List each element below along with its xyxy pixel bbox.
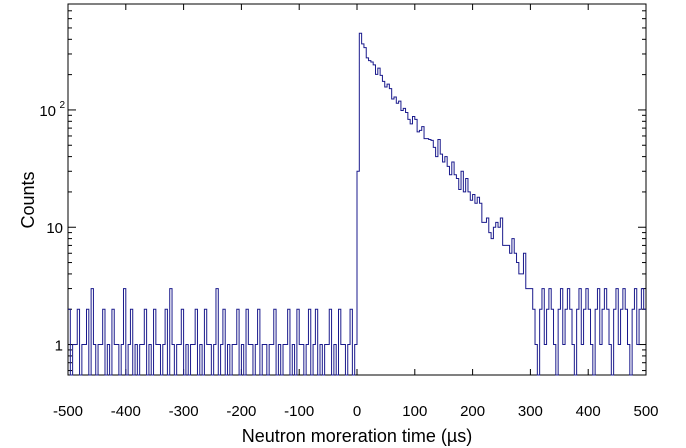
- y-axis-title: Counts: [18, 171, 38, 228]
- y-tick-label: 1: [55, 338, 63, 355]
- x-tick-label: 400: [576, 403, 601, 420]
- x-tick-label: -200: [226, 403, 256, 420]
- x-tick-label: 100: [402, 403, 427, 420]
- x-axis-title: Neutron moreration time (µs): [242, 426, 472, 446]
- x-tick-label: -300: [169, 403, 199, 420]
- x-tick-label: 500: [633, 403, 658, 420]
- y-tick-label: 10: [39, 103, 56, 120]
- y-tick-label: 10: [46, 220, 63, 237]
- x-tick-label: -400: [111, 403, 141, 420]
- x-tick-label: -500: [53, 403, 83, 420]
- x-tick-label: 0: [353, 403, 361, 420]
- x-axis-ticks: -500 -400 -300 -200 -100 0 100 200 300 400 500: [53, 4, 659, 420]
- x-tick-label: 300: [518, 403, 543, 420]
- x-tick-label: -100: [284, 403, 314, 420]
- y-tick-exponent: 2: [59, 100, 65, 111]
- counts-series-line: [68, 32, 646, 376]
- x-tick-label: 200: [460, 403, 485, 420]
